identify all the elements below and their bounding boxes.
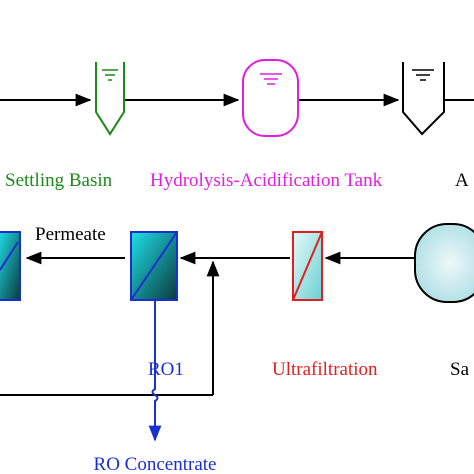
membrane-line <box>0 241 19 271</box>
bottom-row <box>0 223 474 442</box>
ro-concentrate-label: RO Concentrate <box>94 454 217 474</box>
sand-filter-label: Sa <box>450 359 470 380</box>
settling-basin-icon <box>95 62 125 136</box>
water-level <box>260 73 282 85</box>
hydrolysis-tank-label: Hydrolysis-Acidification Tank <box>150 170 383 191</box>
top-row <box>0 59 474 137</box>
permeate-label: Permeate <box>35 224 106 245</box>
ro1-label: RO1 <box>148 359 184 380</box>
water-level <box>102 69 118 81</box>
concentrate-arrow <box>148 300 162 442</box>
water-level <box>412 69 434 81</box>
membrane-line <box>292 231 323 301</box>
sand-filter-icon <box>414 223 474 303</box>
ultrafiltration-label: Ultrafiltration <box>272 359 378 380</box>
settling-basin-label: Settling Basin <box>5 170 113 191</box>
membrane-line <box>130 231 178 301</box>
next-unit-label: A <box>455 170 469 191</box>
hydrolysis-tank-icon <box>242 59 299 137</box>
basin-icon <box>402 62 445 136</box>
ro2-module <box>0 231 21 301</box>
